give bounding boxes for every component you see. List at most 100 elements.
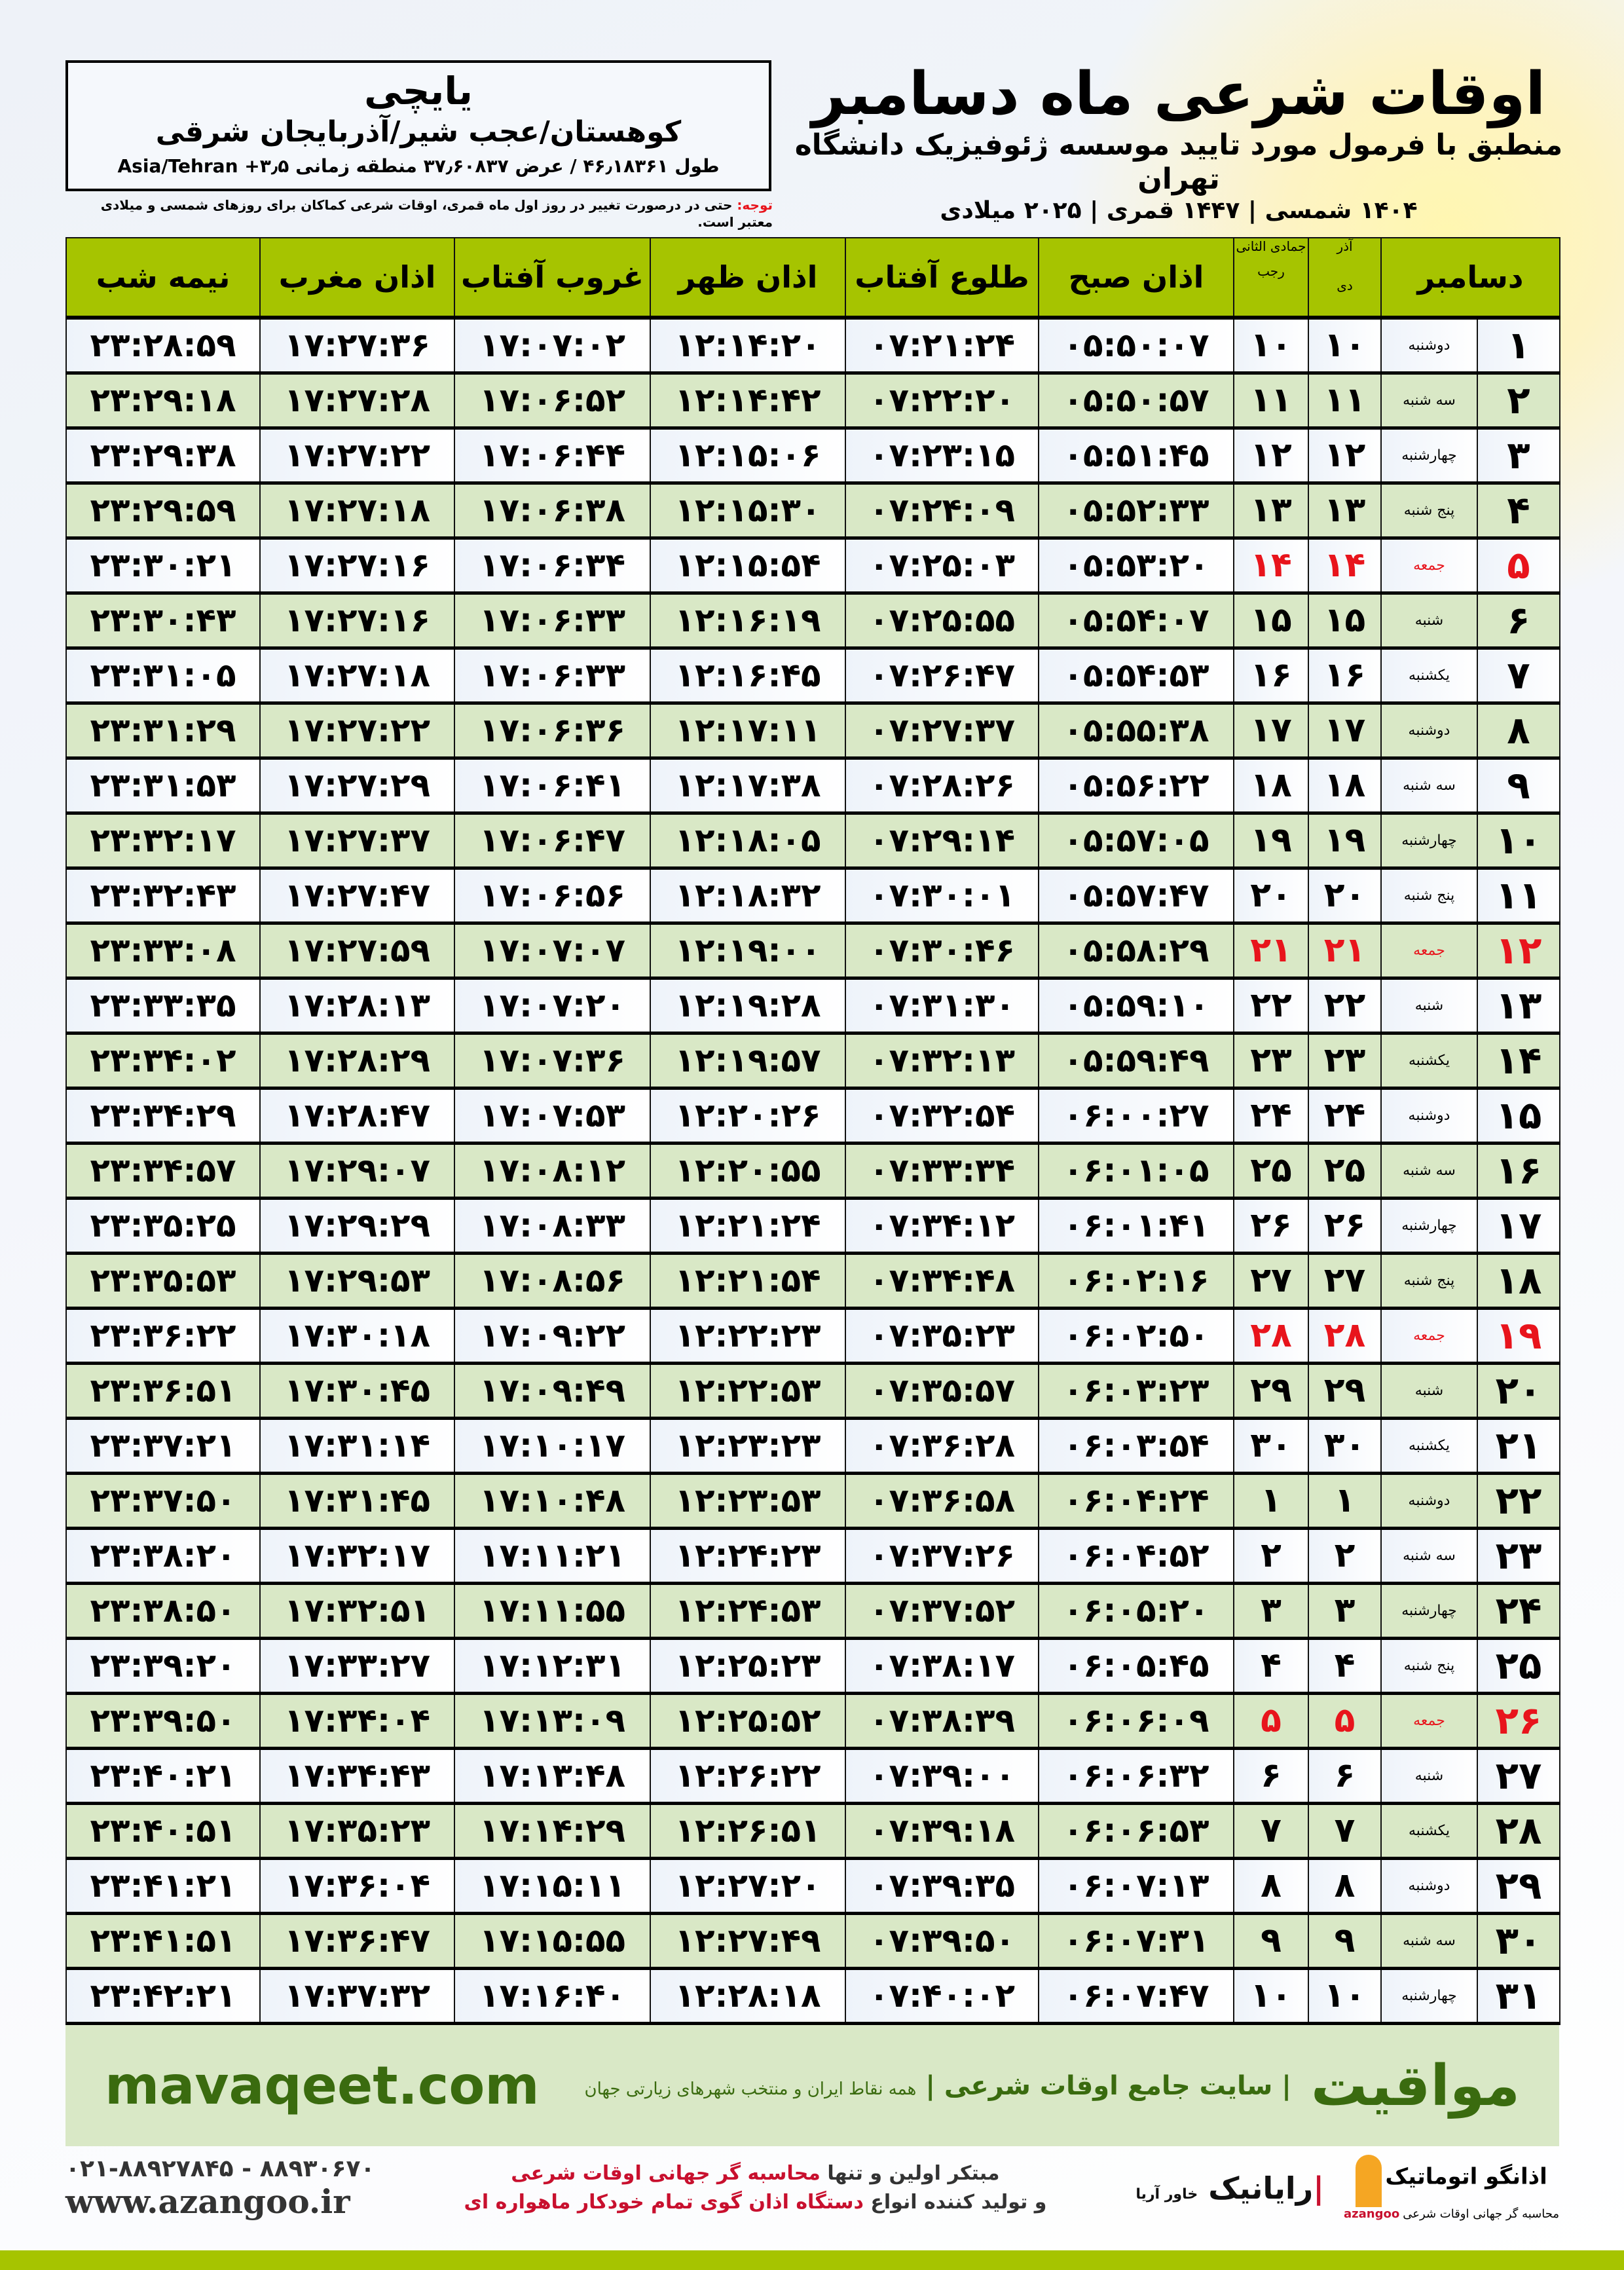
day-number: ۳۰ [1477,1912,1560,1970]
rajab-day: ۱ [1233,1472,1309,1530]
tolu-time: ۰۷:۲۲:۲۰ [845,372,1039,430]
promo-line2b: دستگاه اذان گوی تمام خودکار ماهواره ای [464,2190,864,2214]
tolu-time: ۰۷:۳۲:۱۳ [845,1032,1039,1090]
header-rajab-label: رجب [1257,263,1285,279]
maghreb-time: ۱۷:۳۱:۱۴ [259,1417,455,1475]
rajab-day: ۱۰ [1233,317,1309,375]
ghorub-time: ۱۷:۱۰:۱۷ [454,1417,651,1475]
dey-day: ۲۱ [1308,922,1382,980]
dey-day: ۲۴ [1308,1087,1382,1145]
tolu-time: ۰۷:۳۶:۵۸ [845,1472,1039,1530]
weekday: یکشنبه [1380,1032,1478,1090]
table-row: ۲۷ شنبه ۶ ۶ ۰۶:۰۶:۳۲ ۰۷:۳۹:۰۰ ۱۲:۲۶:۲۲ ۱۷:۱۳:۴۸… [65,1747,1560,1805]
mavaqeet-tagline: | سایت جامع اوقات شرعی | همه نقاط ایران و… [559,2071,1291,2101]
table-row: ۲۹ دوشنبه ۸ ۸ ۰۶:۰۷:۱۳ ۰۷:۳۹:۳۵ ۱۲:۲۷:۲۰ ۱۷:۱۵:… [65,1857,1560,1915]
weekday: پنج شنبه [1380,482,1478,540]
rajab-day: ۱۱ [1233,372,1309,430]
ghorub-time: ۱۷:۱۳:۴۸ [454,1747,651,1805]
ghorub-time: ۱۷:۰۶:۳۶ [454,702,651,760]
weekday: پنج شنبه [1380,867,1478,925]
ghorub-time: ۱۷:۱۳:۰۹ [454,1692,651,1750]
zohr-time: ۱۲:۲۷:۲۰ [650,1857,846,1915]
rajab-day: ۹ [1233,1912,1309,1970]
table-row: ۳۰ سه شنبه ۹ ۹ ۰۶:۰۷:۳۱ ۰۷:۳۹:۵۰ ۱۲:۲۷:۴۹ ۱۷:۱۵… [65,1912,1560,1970]
tolu-time: ۰۷:۳۸:۱۷ [845,1637,1039,1695]
table-row: ۳ چهارشنبه ۱۲ ۱۲ ۰۵:۵۱:۴۵ ۰۷:۲۳:۱۵ ۱۲:۱۵:۰۶ ۱۷:… [65,427,1560,485]
nime-time: ۲۳:۳۵:۲۵ [65,1197,261,1255]
nime-time: ۲۳:۳۸:۵۰ [65,1582,261,1640]
tolu-time: ۰۷:۳۷:۲۶ [845,1527,1039,1585]
ghorub-time: ۱۷:۰۶:۳۸ [454,482,651,540]
azangoo-link[interactable]: www.azangoo.ir [65,2182,350,2221]
table-row: ۱ دوشنبه ۱۰ ۱۰ ۰۵:۵۰:۰۷ ۰۷:۲۱:۲۴ ۱۲:۱۴:۲۰ ۱۷:۰۷… [65,317,1560,375]
ghorub-time: ۱۷:۰۶:۴۷ [454,812,651,870]
maghreb-time: ۱۷:۳۶:۰۴ [259,1857,455,1915]
zohr-time: ۱۲:۲۴:۵۳ [650,1582,846,1640]
nime-time: ۲۳:۳۳:۰۸ [65,922,261,980]
nime-time: ۲۳:۳۰:۴۳ [65,592,261,650]
dey-day: ۱۱ [1308,372,1382,430]
nime-time: ۲۳:۳۲:۱۷ [65,812,261,870]
table-row: ۲۶ جمعه ۵ ۵ ۰۶:۰۶:۰۹ ۰۷:۳۸:۳۹ ۱۲:۲۵:۵۲ ۱۷:۱۳:۰۹… [65,1692,1560,1750]
tolu-time: ۰۷:۳۲:۵۴ [845,1087,1039,1145]
table-header: دسامبر آذر دی جمادی الثانی رجب اذان صبح طل… [65,237,1560,320]
ghorub-time: ۱۷:۰۸:۳۳ [454,1197,651,1255]
day-number: ۱۵ [1477,1087,1560,1145]
ghorub-time: ۱۷:۰۶:۳۳ [454,647,651,705]
weekday: دوشنبه [1380,317,1478,375]
maghreb-time: ۱۷:۲۹:۰۷ [259,1142,455,1200]
table-row: ۱۷ چهارشنبه ۲۶ ۲۶ ۰۶:۰۱:۴۱ ۰۷:۳۴:۱۲ ۱۲:۲۱:۲۴ ۱۷… [65,1197,1560,1255]
weekday: چهارشنبه [1380,1197,1478,1255]
tolu-time: ۰۷:۲۹:۱۴ [845,812,1039,870]
promo-line2a: و تولید کننده انواع [863,2190,1047,2214]
dey-day: ۲۸ [1308,1307,1382,1365]
sobh-time: ۰۵:۵۵:۳۸ [1038,702,1234,760]
weekday: پنج شنبه [1380,1637,1478,1695]
dey-day: ۱۲ [1308,427,1382,485]
table-row: ۱۱ پنج شنبه ۲۰ ۲۰ ۰۵:۵۷:۴۷ ۰۷:۳۰:۰۱ ۱۲:۱۸:۳۲ ۱۷… [65,867,1560,925]
maghreb-time: ۱۷:۳۰:۴۵ [259,1362,455,1420]
table-row: ۸ دوشنبه ۱۷ ۱۷ ۰۵:۵۵:۳۸ ۰۷:۲۷:۳۷ ۱۲:۱۷:۱۱ ۱۷:۰۶… [65,702,1560,760]
rajab-day: ۱۲ [1233,427,1309,485]
header-dey-label: دی [1337,278,1353,293]
dey-day: ۵ [1308,1692,1382,1750]
rajab-day: ۲۰ [1233,867,1309,925]
table-row: ۱۰ چهارشنبه ۱۹ ۱۹ ۰۵:۵۷:۰۵ ۰۷:۲۹:۱۴ ۱۲:۱۸:۰۵ ۱۷… [65,812,1560,870]
zohr-time: ۱۲:۱۴:۴۲ [650,372,846,430]
nime-time: ۲۳:۳۱:۲۹ [65,702,261,760]
nime-time: ۲۳:۳۳:۳۵ [65,977,261,1035]
nime-time: ۲۳:۳۸:۲۰ [65,1527,261,1585]
day-number: ۱۰ [1477,812,1560,870]
dey-day: ۸ [1308,1857,1382,1915]
day-number: ۱۶ [1477,1142,1560,1200]
azangoo-en: azangoo [1344,2207,1400,2221]
header-dey: آذر دی [1308,237,1382,320]
tolu-time: ۰۷:۳۳:۳۴ [845,1142,1039,1200]
mavaqeet-link[interactable]: mavaqeet.com [105,2055,540,2116]
zohr-time: ۱۲:۱۶:۴۵ [650,647,846,705]
page-subtitle: منطبق با فرمول مورد تایید موسسه ژئوفیزیک… [794,128,1563,196]
maghreb-time: ۱۷:۲۸:۴۷ [259,1087,455,1145]
sobh-time: ۰۶:۰۴:۵۲ [1038,1527,1234,1585]
note: توجه: حتی در درصورت تغییر در روز اول ماه… [65,196,773,231]
sobh-time: ۰۵:۵۸:۲۹ [1038,922,1234,980]
day-number: ۶ [1477,592,1560,650]
rajab-day: ۲۴ [1233,1087,1309,1145]
zohr-time: ۱۲:۲۲:۵۳ [650,1362,846,1420]
page-title: اوقات شرعی ماه دسامبر [811,60,1546,128]
ghorub-time: ۱۷:۰۶:۴۴ [454,427,651,485]
sobh-time: ۰۶:۰۷:۳۱ [1038,1912,1234,1970]
sobh-time: ۰۶:۰۵:۲۰ [1038,1582,1234,1640]
day-number: ۱ [1477,317,1560,375]
day-number: ۲ [1477,372,1560,430]
weekday: دوشنبه [1380,1087,1478,1145]
date-line: ۱۴۰۴ شمسی | ۱۴۴۷ قمری | ۲۰۲۵ میلادی [940,197,1418,224]
ghorub-time: ۱۷:۱۴:۲۹ [454,1802,651,1860]
zohr-time: ۱۲:۲۶:۲۲ [650,1747,846,1805]
sobh-time: ۰۶:۰۴:۲۴ [1038,1472,1234,1530]
nime-time: ۲۳:۲۹:۱۸ [65,372,261,430]
note-label: توجه: [737,197,773,213]
nime-time: ۲۳:۳۴:۲۹ [65,1087,261,1145]
rayanik-logo: |رایانیک خاور آریا [1135,2170,1324,2206]
rajab-day: ۱۳ [1233,482,1309,540]
